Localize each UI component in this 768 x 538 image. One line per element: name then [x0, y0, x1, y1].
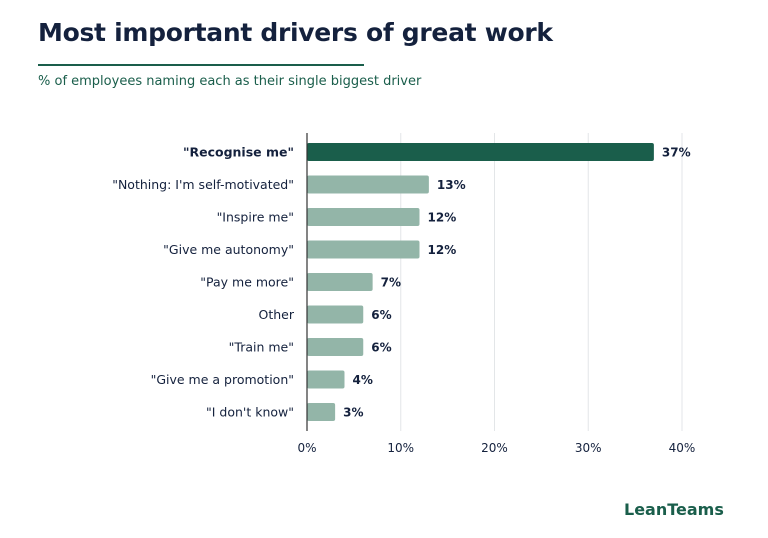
value-label: 13%	[437, 178, 466, 192]
value-label: 12%	[428, 211, 457, 225]
title-underline	[38, 64, 364, 66]
category-label: "Pay me more"	[200, 275, 294, 290]
category-label: "I don't know"	[206, 405, 294, 420]
value-label: 6%	[371, 308, 391, 322]
bar	[307, 273, 373, 291]
x-tick-label: 20%	[481, 441, 508, 455]
value-label: 3%	[343, 406, 363, 420]
bar	[307, 175, 429, 194]
bar	[307, 240, 420, 259]
chart-subtitle: % of employees naming each as their sing…	[38, 74, 422, 89]
value-label: 7%	[381, 276, 401, 290]
bar	[307, 403, 336, 421]
category-label: "Nothing: I'm self-motivated"	[112, 177, 294, 192]
x-tick-label: 40%	[669, 441, 696, 455]
category-label: "Give me a promotion"	[151, 372, 294, 387]
x-tick-label: 30%	[575, 441, 602, 455]
x-tick-label: 0%	[297, 441, 316, 455]
bar	[307, 305, 364, 324]
chart-title: Most important drivers of great work	[38, 18, 553, 47]
category-label: "Recognise me"	[183, 145, 294, 160]
value-label: 6%	[371, 341, 391, 355]
value-label: 12%	[428, 243, 457, 257]
value-label: 37%	[662, 146, 691, 160]
category-label: Other	[259, 307, 295, 322]
value-label: 4%	[353, 373, 373, 387]
category-label: "Train me"	[229, 340, 294, 355]
bar	[307, 338, 364, 356]
bar	[307, 370, 345, 389]
bar	[307, 143, 654, 161]
brand-logo: LeanTeams	[624, 500, 724, 519]
category-label: "Give me autonomy"	[163, 242, 294, 257]
category-label: "Inspire me"	[217, 210, 294, 225]
bar	[307, 208, 420, 226]
x-tick-label: 10%	[387, 441, 414, 455]
